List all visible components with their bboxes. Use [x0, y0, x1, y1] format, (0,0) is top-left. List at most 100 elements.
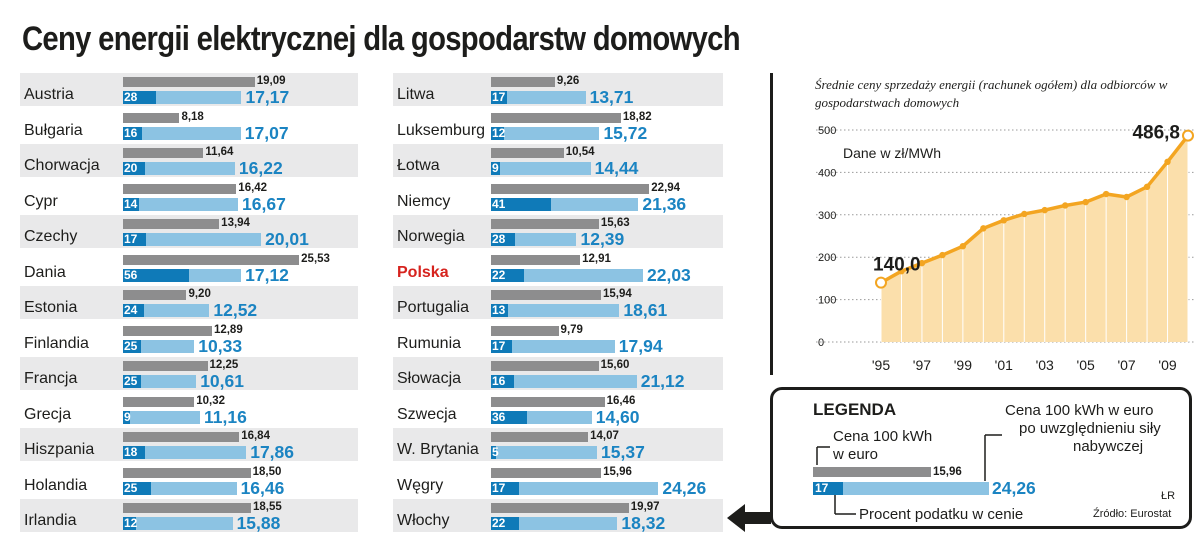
bar-tax-share: [491, 233, 515, 246]
bar-eu-price: [491, 254, 581, 265]
data-point: [918, 259, 926, 267]
value-tax-percent: 18: [124, 445, 138, 459]
data-point: [1143, 183, 1151, 191]
bar-row: Estonia 9,20 24 12,52: [20, 286, 358, 320]
data-point: [1062, 202, 1069, 209]
bar-eu-price: [123, 325, 212, 336]
value-ppp-price: 17,12: [245, 264, 289, 285]
x-tick-label: '09: [1158, 357, 1176, 373]
country-label: Niemcy: [397, 192, 451, 210]
legend-connectors: [816, 434, 1002, 515]
bar-row: Polska 12,91 22 22,03: [393, 251, 723, 285]
value-ppp-price: 12,39: [580, 229, 625, 249]
country-label: Dania: [24, 263, 66, 281]
bar-tax-share: [123, 410, 130, 424]
bar-ppp-price: [491, 481, 659, 495]
data-point: [980, 225, 987, 232]
x-tick-label: '01: [995, 357, 1013, 373]
value-ppp-price: 10,61: [200, 371, 244, 391]
bar-row: Litwa 9,26 17 13,71: [393, 73, 723, 107]
country-label: W. Brytania: [397, 441, 479, 458]
value-tax-percent: 20: [124, 161, 138, 175]
country-label: Bułgaria: [24, 121, 83, 139]
value-tax-percent: 25: [124, 374, 138, 388]
country-label: Polska: [397, 263, 449, 281]
value-tax-percent: 13: [492, 303, 506, 317]
bar-eu-price: [123, 432, 240, 442]
bar-eu-price: [491, 325, 559, 336]
series-line: [880, 134, 1190, 285]
bar-ppp-price: [491, 162, 591, 175]
chart-divider: [770, 73, 773, 375]
value-eu-price: 14,07: [590, 430, 619, 442]
x-tick-label: '97: [913, 357, 931, 373]
unit-label: Dane w zł/MWh: [843, 145, 941, 161]
bar-row: Francja 12,25 25 10,61: [20, 357, 358, 391]
bar-row: Niemcy 22,94 41 21,36: [393, 180, 723, 214]
bar-eu-price: [123, 467, 251, 478]
value-eu-price: 19,09: [256, 75, 286, 87]
value-eu-price: 9,20: [188, 288, 211, 300]
bar-tax-share: [491, 339, 513, 353]
value-ppp-price: 17,07: [244, 122, 289, 143]
bar-row: Norwegia 15,63 28 12,39: [393, 215, 723, 249]
data-point: [875, 276, 887, 289]
country-label: Grecja: [24, 405, 72, 423]
country-label: Słowacja: [397, 370, 462, 387]
bar-tax-share: [123, 197, 140, 211]
bar-eu-price: [491, 432, 589, 442]
bar-tax-share: [123, 233, 147, 246]
value-ppp-price: 15,72: [603, 122, 648, 143]
data-point: [1123, 193, 1130, 201]
bar-eu-price: [123, 219, 220, 229]
bar-tax-share: [491, 446, 497, 459]
value-eu-price: 19,97: [630, 501, 660, 513]
bar-tax-share: [491, 481, 520, 495]
value-tax-percent: 28: [492, 232, 506, 246]
legend-ppp-bar: [813, 482, 989, 495]
value-tax-percent: 28: [124, 90, 138, 104]
data-point: [1041, 206, 1048, 214]
value-tax-percent: 24: [124, 303, 138, 317]
value-ppp-price: 18,32: [621, 513, 666, 533]
country-label: Austria: [24, 86, 74, 103]
bar-eu-price: [123, 254, 300, 265]
value-ppp-price: 15,88: [236, 513, 281, 533]
bar-ppp-price: [123, 197, 239, 211]
country-label: Irlandia: [24, 512, 77, 529]
value-tax-percent: 12: [492, 125, 506, 140]
country-label: Włochy: [397, 512, 450, 529]
x-tick-label: '05: [1077, 357, 1095, 373]
bar-eu-price: [123, 77, 255, 87]
bar-row: Szwecja 16,46 36 14,60: [393, 393, 723, 427]
legend-tax-text: Procent podatku w cenie: [859, 506, 1024, 523]
y-tick-label: 300: [818, 210, 836, 222]
bar-ppp-price: [491, 268, 643, 282]
y-tick-label: 0: [818, 337, 824, 349]
value-ppp-price: 11,16: [204, 406, 247, 427]
country-label: Łotwa: [397, 157, 440, 174]
value-tax-percent: 9: [124, 409, 131, 424]
bar-ppp-price: [123, 410, 200, 424]
bar-eu-price: [123, 112, 180, 123]
value-eu-price: 12,89: [213, 323, 243, 336]
data-point: [939, 251, 946, 259]
bar-row: Portugalia 15,94 13 18,61: [393, 286, 723, 320]
value-ppp-price: 10,33: [198, 335, 243, 356]
bar-ppp-price: [123, 126, 241, 140]
value-ppp-price: 12,52: [213, 300, 258, 320]
value-eu-price: 13,94: [221, 217, 250, 229]
bar-row: Irlandia 18,55 12 15,88: [20, 499, 358, 533]
bar-tax-share: [491, 126, 505, 140]
bar-ppp-price: [491, 375, 637, 388]
country-label: Francja: [24, 370, 78, 387]
value-eu-price: 15,96: [603, 465, 632, 478]
value-annotation-end: 486,8: [1132, 123, 1180, 144]
bar-row: Luksemburg 18,82 12 15,72: [393, 109, 723, 143]
bar-tax-share: [123, 304, 144, 317]
bar-ppp-price: [123, 233, 262, 246]
bar-eu-price: [123, 148, 204, 158]
value-tax-percent: 16: [124, 125, 138, 140]
bar-tax-share: [123, 91, 157, 104]
bar-row: Cypr 16,42 14 16,67: [20, 180, 358, 214]
